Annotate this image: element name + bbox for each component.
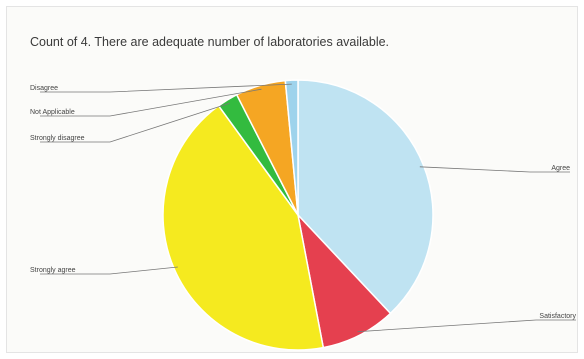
slice-label: Disagree: [30, 85, 58, 92]
slice-label: Agree: [551, 165, 570, 172]
leader-line: [40, 102, 230, 143]
slice-label: Satisfactory: [539, 313, 576, 320]
leader-line: [357, 319, 576, 333]
pie-slice-disagree: [284, 79, 299, 216]
pie-slice-agree: [297, 79, 434, 315]
pie-slices: [162, 79, 434, 351]
slice-label: Strongly agree: [30, 267, 76, 274]
leader-line: [40, 266, 178, 275]
leader-line: [40, 88, 262, 117]
chart-title: Count of 4. There are adequate number of…: [30, 35, 390, 49]
slice-labels: Agree Satisfactory Strongly agree Strongly …: [30, 85, 576, 320]
slice-label: Not Applicable: [30, 109, 75, 116]
leader-line: [419, 166, 570, 173]
label-leaders: [40, 83, 576, 333]
slice-label: Strongly disagree: [30, 135, 85, 142]
pie-slice-strongly-agree: [162, 104, 325, 351]
leader-line: [40, 83, 292, 93]
